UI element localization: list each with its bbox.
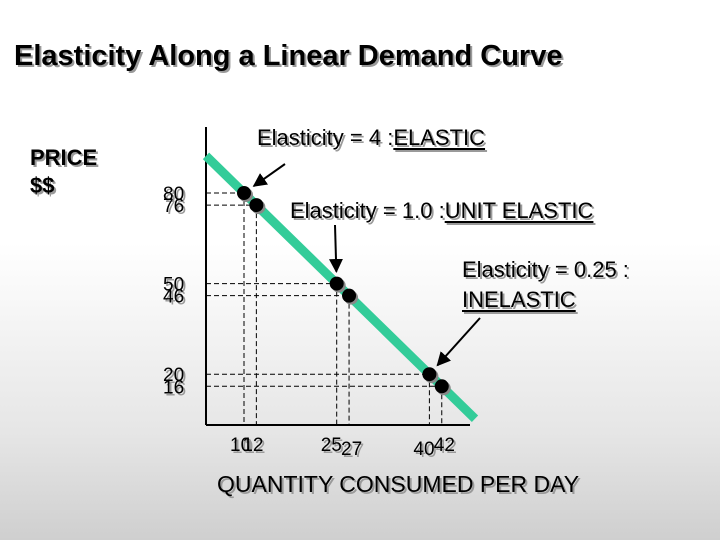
x-tick-label: 10 (230, 435, 251, 456)
x-tick-label: 42 (434, 435, 455, 456)
y-tick-label: 20 (163, 365, 184, 386)
svg-text:$$: $$ (32, 175, 56, 200)
svg-text:PRICE: PRICE (32, 147, 99, 172)
svg-text:50: 50 (165, 277, 186, 298)
svg-text:Elasticity = 1.0 :: Elasticity = 1.0 : (292, 200, 447, 225)
svg-text:Elasticity Along a Linear Dema: Elasticity Along a Linear Demand Curve (16, 42, 564, 74)
svg-text:INELASTIC: INELASTIC (464, 289, 578, 314)
x-tick-label: 12 (242, 435, 263, 456)
svg-text:Elasticity = 4 :: Elasticity = 4 : (259, 127, 395, 152)
svg-text:46: 46 (165, 289, 186, 310)
chart-title: Elasticity Along a Linear Demand Curve (14, 40, 562, 72)
y-tick-label: 80 (163, 184, 184, 205)
y-axis-label: $$ (30, 173, 54, 198)
annotation-arrow-3 (436, 317, 481, 367)
svg-text:UNIT ELASTIC: UNIT ELASTIC (447, 200, 596, 225)
svg-text:16: 16 (165, 379, 186, 400)
annotation-emph-2: UNIT ELASTIC (445, 198, 594, 223)
svg-text:42: 42 (436, 437, 457, 458)
data-point-2 (249, 198, 264, 213)
svg-text:20: 20 (165, 367, 186, 388)
data-point-5 (422, 367, 437, 382)
svg-text:Elasticity = 0.25 :: Elasticity = 0.25 : (464, 259, 631, 284)
annotation-emph-3: INELASTIC (462, 287, 576, 312)
x-tick-label: 40 (413, 439, 434, 460)
x-tick-label: 25 (321, 435, 342, 456)
svg-text:10: 10 (232, 437, 253, 458)
annotation-label-1: Elasticity = 4 : (257, 125, 393, 150)
svg-text:25: 25 (323, 437, 344, 458)
annotation-label-3: Elasticity = 0.25 : (462, 257, 629, 282)
svg-text:12: 12 (244, 437, 265, 458)
data-point-1 (237, 186, 251, 200)
svg-text:27: 27 (343, 441, 364, 462)
y-tick-label: 50 (163, 275, 184, 296)
x-tick-label: 27 (341, 439, 362, 460)
data-point-4 (342, 288, 357, 303)
annotation-arrow-1 (252, 163, 286, 187)
svg-text:80: 80 (165, 186, 186, 207)
data-point-3 (329, 276, 344, 291)
y-tick-label: 76 (163, 196, 184, 217)
svg-text:ELASTIC: ELASTIC (395, 127, 487, 152)
svg-text:76: 76 (165, 198, 186, 219)
y-axis-label: PRICE (30, 145, 97, 170)
x-axis-label: QUANTITY CONSUMED PER DAY (217, 471, 579, 497)
y-tick-label: 16 (163, 377, 184, 398)
svg-text:QUANTITY CONSUMED PER DAY: QUANTITY CONSUMED PER DAY (219, 473, 581, 499)
y-tick-label: 46 (163, 287, 184, 308)
annotation-emph-1: ELASTIC (393, 125, 485, 150)
data-point-6 (434, 379, 449, 394)
svg-text:40: 40 (415, 441, 436, 462)
annotation-label-2: Elasticity = 1.0 : (290, 198, 445, 223)
annotation-arrow-2 (328, 224, 343, 274)
